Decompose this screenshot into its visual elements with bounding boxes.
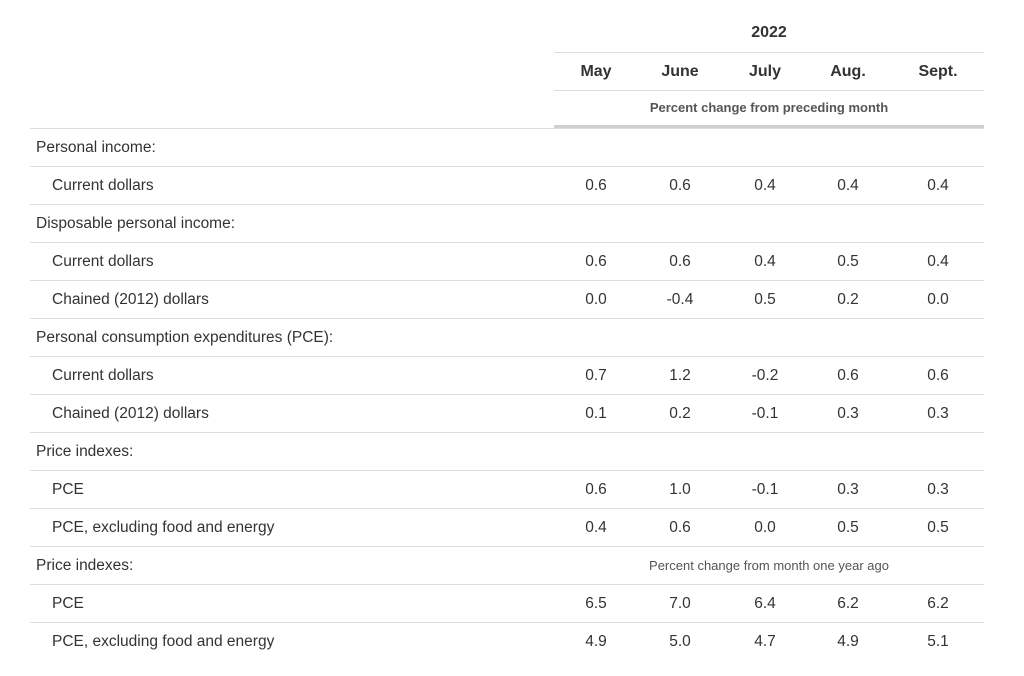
table-row: Personal income: — [30, 128, 984, 166]
row-value: 0.5 — [754, 291, 776, 308]
table-row: PCE 0.6 1.0 -0.1 0.3 0.3 — [30, 470, 984, 508]
row-value: 0.6 — [585, 481, 607, 498]
row-value: 0.0 — [754, 519, 776, 536]
table-row: PCE, excluding food and energy 0.4 0.6 0.0 0… — [30, 508, 984, 546]
monthly-change-note: Percent change from preceding month — [649, 100, 889, 115]
row-label: Chained (2012) dollars — [52, 405, 209, 422]
row-label: Current dollars — [52, 367, 154, 384]
row-value: 0.2 — [669, 405, 691, 422]
row-value: 0.4 — [927, 253, 949, 270]
row-label: Personal income: — [36, 139, 156, 156]
table-row: Price indexes: Percent change from month … — [30, 546, 984, 584]
row-value: 5.0 — [669, 633, 691, 650]
row-value: 4.9 — [837, 633, 859, 650]
row-value: 0.3 — [837, 405, 859, 422]
row-label: Personal consumption expenditures (PCE): — [36, 329, 334, 346]
month-header-sept: Sept. — [918, 63, 958, 80]
row-value: -0.4 — [666, 291, 694, 308]
month-header-may: May — [580, 63, 612, 80]
row-value: 0.6 — [669, 519, 691, 536]
table-row: Current dollars 0.6 0.6 0.4 0.4 0.4 — [30, 166, 984, 204]
month-header-july: July — [748, 63, 781, 80]
table-header: 2022 May June July Aug. Sept. Percent ch… — [30, 14, 984, 128]
row-value: 6.5 — [585, 595, 607, 612]
row-label: Chained (2012) dollars — [52, 291, 209, 308]
row-value: -0.2 — [751, 367, 779, 384]
row-value: 6.2 — [927, 595, 949, 612]
row-value: 0.4 — [754, 177, 776, 194]
table-row: Current dollars 0.7 1.2 -0.2 0.6 0.6 — [30, 356, 984, 394]
row-value: 0.3 — [927, 405, 949, 422]
row-value: 0.5 — [927, 519, 949, 536]
row-value: 0.3 — [837, 481, 859, 498]
row-value: 0.6 — [669, 253, 691, 270]
row-value: 1.2 — [669, 367, 691, 384]
header-divider — [554, 90, 984, 91]
row-value: 0.4 — [927, 177, 949, 194]
row-label: PCE, excluding food and energy — [52, 519, 275, 536]
row-value: -0.1 — [751, 405, 779, 422]
row-value: 0.5 — [837, 253, 859, 270]
row-value: 0.4 — [837, 177, 859, 194]
row-value: 0.0 — [927, 291, 949, 308]
row-value: 0.0 — [585, 291, 607, 308]
row-value: 0.6 — [585, 253, 607, 270]
row-value: 0.6 — [927, 367, 949, 384]
row-label: Price indexes: — [36, 557, 134, 574]
table-row: Current dollars 0.6 0.6 0.4 0.5 0.4 — [30, 242, 984, 280]
header-divider — [554, 52, 984, 53]
yearly-change-note: Percent change from month one year ago — [649, 558, 889, 573]
table-row: Chained (2012) dollars 0.1 0.2 -0.1 0.3 0.3 — [30, 394, 984, 432]
row-value: 0.5 — [837, 519, 859, 536]
row-value: 0.6 — [669, 177, 691, 194]
row-value: 0.7 — [585, 367, 607, 384]
table-row: PCE 6.5 7.0 6.4 6.2 6.2 — [30, 584, 984, 622]
row-label: Current dollars — [52, 253, 154, 270]
row-label: Current dollars — [52, 177, 154, 194]
row-value: 0.6 — [585, 177, 607, 194]
row-label: PCE, excluding food and energy — [52, 633, 275, 650]
table-row: PCE, excluding food and energy 4.9 5.0 4.7 4… — [30, 622, 984, 660]
header-bottom-rule — [554, 125, 984, 128]
row-value: 7.0 — [669, 595, 691, 612]
row-value: 0.3 — [927, 481, 949, 498]
personal-income-table: 2022 May June July Aug. Sept. Percent ch… — [30, 14, 984, 660]
row-value: 0.1 — [585, 405, 607, 422]
row-value: 1.0 — [669, 481, 691, 498]
row-label: PCE — [52, 595, 84, 612]
row-value: -0.1 — [751, 481, 779, 498]
row-value: 4.7 — [754, 633, 776, 650]
row-value: 0.6 — [837, 367, 859, 384]
table-row: Chained (2012) dollars 0.0 -0.4 0.5 0.2 0.0 — [30, 280, 984, 318]
month-header-june: June — [661, 63, 699, 80]
row-value: 5.1 — [927, 633, 949, 650]
row-value: 0.4 — [754, 253, 776, 270]
month-headers: May June July Aug. Sept. — [554, 53, 984, 90]
row-value: 4.9 — [585, 633, 607, 650]
table-row: Disposable personal income: — [30, 204, 984, 242]
row-label: PCE — [52, 481, 84, 498]
table-row: Personal consumption expenditures (PCE): — [30, 318, 984, 356]
year-header: 2022 — [751, 24, 787, 41]
table-body: Personal income: Current dollars 0.6 0.6 0.4… — [30, 128, 984, 660]
table-row: Price indexes: — [30, 432, 984, 470]
row-label: Disposable personal income: — [36, 215, 236, 232]
row-label: Price indexes: — [36, 443, 134, 460]
row-value: 0.2 — [837, 291, 859, 308]
row-value: 0.4 — [585, 519, 607, 536]
row-value: 6.4 — [754, 595, 776, 612]
month-header-aug: Aug. — [830, 63, 866, 80]
row-value: 6.2 — [837, 595, 859, 612]
